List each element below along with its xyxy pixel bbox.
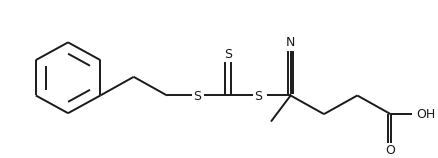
Text: S: S bbox=[194, 90, 201, 103]
Text: S: S bbox=[224, 48, 232, 61]
Text: N: N bbox=[286, 36, 295, 49]
Text: OH: OH bbox=[416, 108, 435, 121]
Text: S: S bbox=[254, 90, 262, 103]
Text: O: O bbox=[386, 144, 396, 157]
